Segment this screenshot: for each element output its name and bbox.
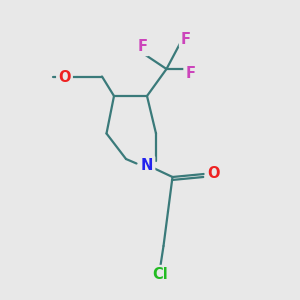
Text: F: F bbox=[185, 66, 196, 81]
Text: F: F bbox=[181, 32, 191, 46]
Text: O: O bbox=[207, 167, 219, 182]
Text: Cl: Cl bbox=[153, 267, 168, 282]
Text: N: N bbox=[141, 158, 153, 172]
Text: O: O bbox=[58, 70, 71, 86]
Text: F: F bbox=[137, 39, 148, 54]
